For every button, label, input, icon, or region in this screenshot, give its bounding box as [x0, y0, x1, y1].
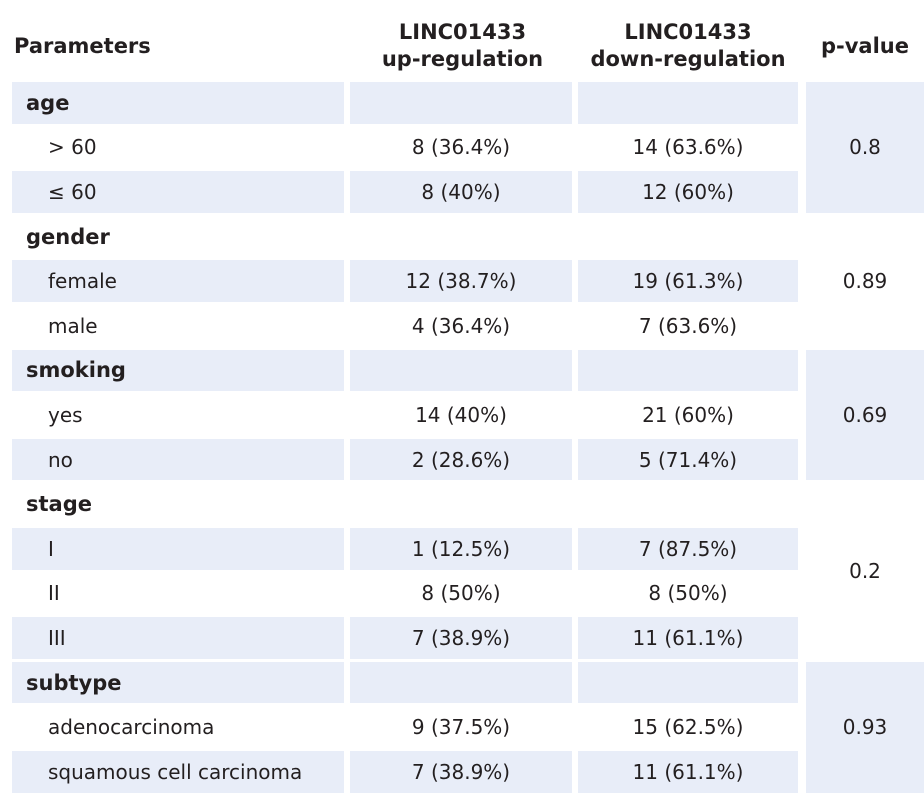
header-parameters-text: Parameters	[14, 33, 151, 58]
up-regulation-value: 1 (12.5%)	[411, 536, 511, 561]
row-shade-c1	[350, 528, 572, 570]
row-shade-c1	[350, 661, 572, 704]
row-label: female	[48, 269, 117, 294]
up-regulation-value: 8 (40%)	[421, 179, 501, 204]
p-value: 0.89	[842, 269, 888, 294]
pvalue-shade	[806, 82, 924, 213]
down-regulation-value: 7 (63.6%)	[638, 313, 738, 338]
up-regulation-value: 4 (36.4%)	[411, 313, 511, 338]
header-down-regulation: LINC01433 down-regulation	[578, 14, 798, 78]
down-regulation-value: 12 (60%)	[642, 179, 734, 204]
category-label: subtype	[26, 670, 122, 695]
up-regulation-value: 14 (40%)	[415, 402, 507, 427]
row-label: no	[48, 447, 73, 472]
up-regulation-value: 7 (38.9%)	[411, 759, 511, 784]
p-value: 0.69	[842, 402, 888, 427]
row-shade-c1	[350, 751, 572, 793]
pvalue-shade	[806, 661, 924, 793]
row-shade-c2	[578, 171, 798, 213]
category-label: stage	[26, 492, 92, 517]
row-shade-c1	[350, 82, 572, 124]
row-label: > 60	[48, 135, 97, 160]
header-up-line1: LINC01433	[398, 20, 527, 44]
row-label: male	[48, 313, 98, 338]
up-regulation-value: 7 (38.9%)	[411, 625, 511, 650]
down-regulation-value: 15 (62.5%)	[632, 715, 744, 740]
up-regulation-value: 9 (37.5%)	[411, 715, 511, 740]
down-regulation-value: 5 (71.4%)	[638, 447, 738, 472]
row-shade-c2	[578, 438, 798, 481]
row-label: ≤ 60	[48, 179, 97, 204]
row-shade-c0	[12, 260, 344, 302]
row-shade-c2	[578, 82, 798, 124]
down-regulation-value: 8 (50%)	[648, 581, 728, 606]
down-regulation-value: 7 (87.5%)	[638, 536, 738, 561]
category-label: smoking	[26, 358, 126, 383]
row-label: III	[48, 625, 66, 650]
header-up-line2: up-regulation	[381, 47, 544, 71]
row-shade-c2	[578, 260, 798, 302]
up-regulation-value: 8 (36.4%)	[411, 135, 511, 160]
row-shade-c0	[12, 349, 344, 392]
row-label: II	[48, 581, 60, 606]
header-up-regulation: LINC01433 up-regulation	[350, 14, 575, 78]
row-shade-c0	[12, 171, 344, 213]
header-p-value: p-value	[806, 14, 924, 78]
row-label: I	[48, 536, 54, 561]
row-shade-c0	[12, 751, 344, 793]
row-shade-c1	[350, 349, 572, 392]
header-parameters: Parameters	[14, 14, 314, 78]
row-shade-c0	[12, 82, 344, 124]
down-regulation-value: 21 (60%)	[642, 402, 734, 427]
header-down-line2: down-regulation	[590, 47, 786, 71]
row-shade-c1	[350, 438, 572, 481]
row-label: squamous cell carcinoma	[48, 759, 303, 784]
down-regulation-value: 11 (61.1%)	[632, 759, 744, 784]
down-regulation-value: 11 (61.1%)	[632, 625, 744, 650]
row-shade-c1	[350, 171, 572, 213]
row-shade-c2	[578, 751, 798, 793]
up-regulation-value: 8 (50%)	[421, 581, 501, 606]
up-regulation-value: 12 (38.7%)	[405, 269, 517, 294]
up-regulation-value: 2 (28.6%)	[411, 447, 511, 472]
row-shade-c2	[578, 349, 798, 392]
row-shade-c2	[578, 661, 798, 704]
header-p-value-text: p-value	[821, 33, 909, 58]
row-shade-c2	[578, 528, 798, 570]
header-down-line1: LINC01433	[624, 20, 752, 44]
row-shade-c2	[578, 617, 798, 659]
row-label: yes	[48, 402, 83, 427]
row-shade-c0	[12, 528, 344, 570]
row-shade-c0	[12, 617, 344, 659]
p-value: 0.93	[842, 715, 888, 740]
down-regulation-value: 19 (61.3%)	[632, 269, 744, 294]
category-label: gender	[26, 224, 110, 249]
p-value: 0.8	[849, 135, 881, 160]
pvalue-shade	[806, 349, 924, 481]
row-shade-c1	[350, 260, 572, 302]
row-shade-c0	[12, 661, 344, 704]
row-label: adenocarcinoma	[48, 715, 215, 740]
row-shade-c0	[12, 438, 344, 481]
down-regulation-value: 14 (63.6%)	[632, 135, 744, 160]
p-value: 0.2	[849, 559, 881, 584]
category-label: age	[26, 90, 70, 115]
row-shade-c1	[350, 617, 572, 659]
